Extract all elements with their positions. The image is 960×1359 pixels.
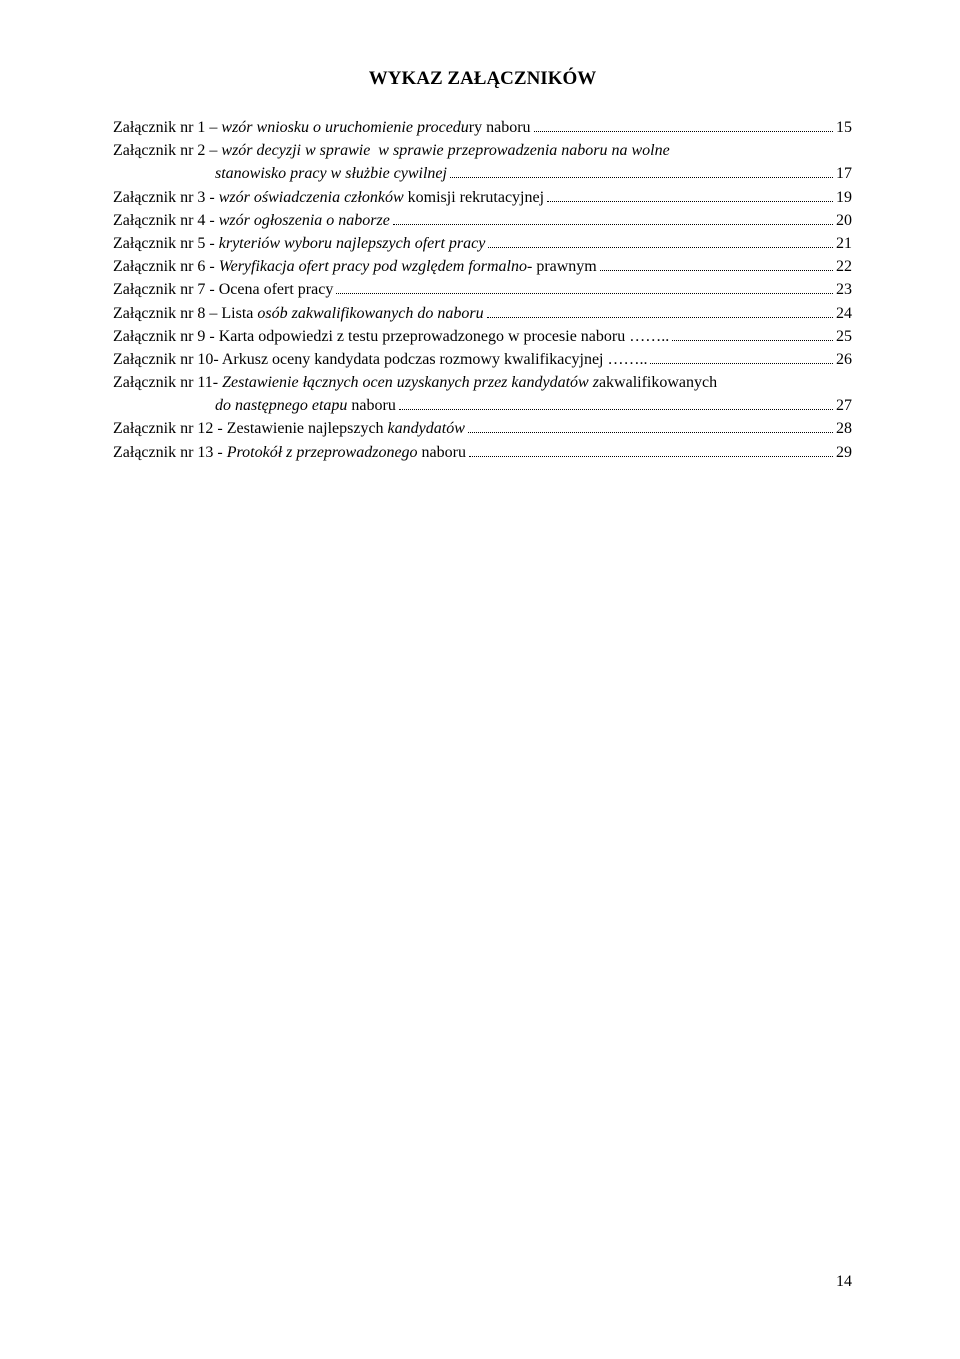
toc-entry: Załącznik nr 13 - Protokół z przeprowadz… <box>113 441 852 464</box>
toc-text: Załącznik nr 11- Zestawienie łącznych oc… <box>113 371 717 394</box>
toc-text: Załącznik nr 4 - wzór ogłoszenia o nabor… <box>113 209 390 232</box>
toc-leader <box>487 317 833 318</box>
toc-text: Załącznik nr 13 - Protokół z przeprowadz… <box>113 441 466 464</box>
toc-entry-cont: do następnego etapu naboru 27 <box>113 394 852 417</box>
toc-entry: Załącznik nr 4 - wzór ogłoszenia o nabor… <box>113 209 852 232</box>
toc-text: do następnego etapu naboru <box>215 394 396 417</box>
toc-entry: Załącznik nr 1 – wzór wniosku o uruchomi… <box>113 116 852 139</box>
toc-entry: Załącznik nr 5 - kryteriów wyboru najlep… <box>113 232 852 255</box>
toc-text: Załącznik nr 12 - Zestawienie najlepszyc… <box>113 417 465 440</box>
toc-page: 21 <box>836 232 852 255</box>
toc-text: Załącznik nr 9 - Karta odpowiedzi z test… <box>113 325 669 348</box>
toc-leader <box>468 432 833 433</box>
toc-page: 25 <box>836 325 852 348</box>
toc-leader <box>336 293 833 294</box>
toc-page: 24 <box>836 302 852 325</box>
toc-leader <box>534 131 833 132</box>
toc-entry: Załącznik nr 2 – wzór decyzji w sprawie … <box>113 139 852 162</box>
toc-page: 27 <box>836 394 852 417</box>
page-title: WYKAZ ZAŁĄCZNIKÓW <box>113 68 852 90</box>
toc-leader <box>399 409 833 410</box>
toc-entry: Załącznik nr 8 – Lista osób zakwalifikow… <box>113 302 852 325</box>
toc-page: 23 <box>836 278 852 301</box>
toc-page: 26 <box>836 348 852 371</box>
toc-entry: Załącznik nr 9 - Karta odpowiedzi z test… <box>113 325 852 348</box>
toc-entry: Załącznik nr 12 - Zestawienie najlepszyc… <box>113 417 852 440</box>
toc-entry: Załącznik nr 7 - Ocena ofert pracy 23 <box>113 278 852 301</box>
toc-entry-cont: stanowisko pracy w służbie cywilnej 17 <box>113 162 852 185</box>
toc-page: 17 <box>836 162 852 185</box>
toc-entry: Załącznik nr 6 - Weryfikacja ofert pracy… <box>113 255 852 278</box>
toc-leader <box>600 270 833 271</box>
toc-leader <box>469 456 833 457</box>
toc-text: Załącznik nr 7 - Ocena ofert pracy <box>113 278 333 301</box>
toc-container: Załącznik nr 1 – wzór wniosku o uruchomi… <box>113 116 852 464</box>
toc-text: Załącznik nr 5 - kryteriów wyboru najlep… <box>113 232 485 255</box>
toc-page: 29 <box>836 441 852 464</box>
toc-leader <box>450 177 833 178</box>
toc-leader <box>488 247 833 248</box>
toc-leader <box>547 201 833 202</box>
toc-leader <box>672 340 833 341</box>
toc-page: 20 <box>836 209 852 232</box>
toc-leader <box>393 224 833 225</box>
toc-page: 19 <box>836 186 852 209</box>
toc-text: Załącznik nr 10- Arkusz oceny kandydata … <box>113 348 647 371</box>
toc-entry: Załącznik nr 3 - wzór oświadczenia człon… <box>113 186 852 209</box>
toc-entry: Załącznik nr 11- Zestawienie łącznych oc… <box>113 371 852 394</box>
toc-entry: Załącznik nr 10- Arkusz oceny kandydata … <box>113 348 852 371</box>
toc-text: Załącznik nr 8 – Lista osób zakwalifikow… <box>113 302 484 325</box>
toc-page: 15 <box>836 116 852 139</box>
toc-leader <box>650 363 833 364</box>
toc-text: Załącznik nr 2 – wzór decyzji w sprawie … <box>113 139 670 162</box>
toc-text: Załącznik nr 6 - Weryfikacja ofert pracy… <box>113 255 597 278</box>
toc-text: Załącznik nr 3 - wzór oświadczenia człon… <box>113 186 544 209</box>
toc-page: 28 <box>836 417 852 440</box>
toc-text: stanowisko pracy w służbie cywilnej <box>215 162 447 185</box>
toc-page: 22 <box>836 255 852 278</box>
page-number: 14 <box>836 1273 852 1291</box>
toc-text: Załącznik nr 1 – wzór wniosku o uruchomi… <box>113 116 531 139</box>
